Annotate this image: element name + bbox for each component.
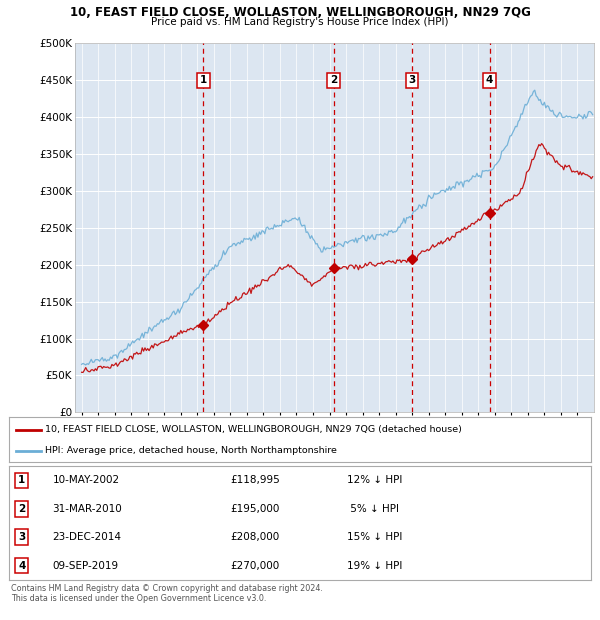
Text: £195,000: £195,000 [230, 504, 280, 514]
Text: 12% ↓ HPI: 12% ↓ HPI [347, 476, 402, 485]
Text: 19% ↓ HPI: 19% ↓ HPI [347, 560, 402, 570]
Text: 3: 3 [18, 532, 25, 542]
Text: 3: 3 [408, 75, 415, 86]
Text: 4: 4 [486, 75, 493, 86]
Text: 23-DEC-2014: 23-DEC-2014 [53, 532, 122, 542]
Text: 1: 1 [200, 75, 207, 86]
Text: 10, FEAST FIELD CLOSE, WOLLASTON, WELLINGBOROUGH, NN29 7QG: 10, FEAST FIELD CLOSE, WOLLASTON, WELLIN… [70, 6, 530, 19]
Text: 2: 2 [330, 75, 337, 86]
Text: 10, FEAST FIELD CLOSE, WOLLASTON, WELLINGBOROUGH, NN29 7QG (detached house): 10, FEAST FIELD CLOSE, WOLLASTON, WELLIN… [45, 425, 462, 434]
Text: HPI: Average price, detached house, North Northamptonshire: HPI: Average price, detached house, Nort… [45, 446, 337, 455]
Text: Price paid vs. HM Land Registry's House Price Index (HPI): Price paid vs. HM Land Registry's House … [151, 17, 449, 27]
Text: 4: 4 [18, 560, 25, 570]
Text: Contains HM Land Registry data © Crown copyright and database right 2024.
This d: Contains HM Land Registry data © Crown c… [11, 584, 323, 603]
Text: 1: 1 [18, 476, 25, 485]
Text: 09-SEP-2019: 09-SEP-2019 [53, 560, 119, 570]
Text: 15% ↓ HPI: 15% ↓ HPI [347, 532, 402, 542]
Text: 31-MAR-2010: 31-MAR-2010 [53, 504, 122, 514]
Text: £270,000: £270,000 [230, 560, 280, 570]
Text: £118,995: £118,995 [230, 476, 280, 485]
Text: 10-MAY-2002: 10-MAY-2002 [53, 476, 120, 485]
Text: £208,000: £208,000 [230, 532, 280, 542]
Text: 2: 2 [18, 504, 25, 514]
Text: 5% ↓ HPI: 5% ↓ HPI [347, 504, 398, 514]
